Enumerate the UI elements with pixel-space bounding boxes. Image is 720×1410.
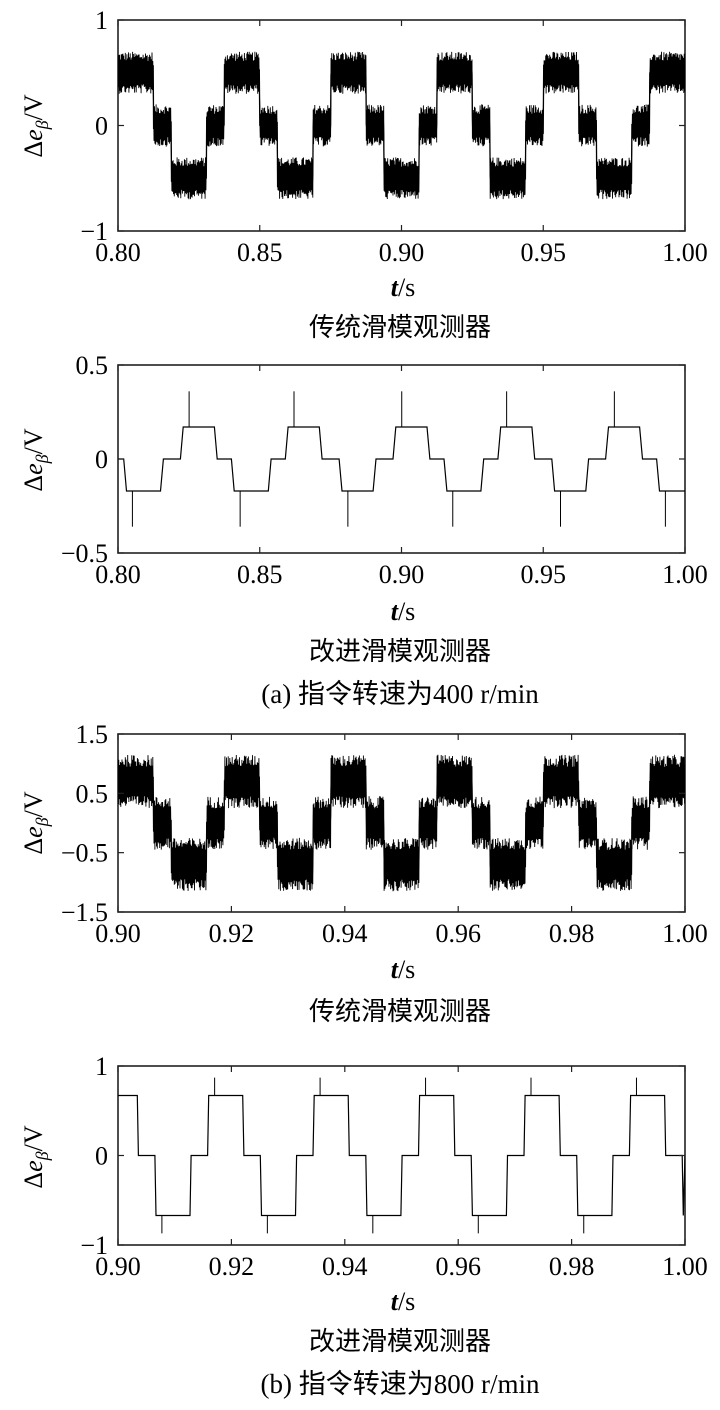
y-tick-labels: 1 0 −1 <box>80 1052 108 1260</box>
series-line-dense <box>118 63 685 188</box>
y-tick-label: 0.5 <box>76 779 109 808</box>
x-tick-labels: 0.90 0.92 0.94 0.96 0.98 1.00 <box>95 1252 708 1281</box>
y-axis-label: Δeβ/V <box>19 791 52 854</box>
x-tick-label: 0.96 <box>435 919 481 948</box>
x-tick-labels: 0.80 0.85 0.90 0.95 1.00 <box>95 238 708 267</box>
group-caption-b: (b) 指令转速为800 r/min <box>261 1369 540 1399</box>
chart-title: 改进滑模观测器 <box>309 1327 491 1356</box>
y-tick-label: 0.5 <box>76 351 109 380</box>
chart-panel-b-conventional: 0.90 0.92 0.94 0.96 0.98 1.00 1.50.5−0.5−1.5 … <box>19 720 708 1026</box>
x-tick-label: 0.98 <box>549 1252 595 1281</box>
x-tick-label: 0.96 <box>435 1252 481 1281</box>
y-axis-label: Δeβ/V <box>19 428 52 491</box>
x-tick-label: 0.85 <box>237 238 283 267</box>
y-tick-label: −0.5 <box>61 839 108 868</box>
tick-marks <box>117 19 686 232</box>
x-axis-label: t/s <box>391 273 416 302</box>
plot-frame <box>117 19 686 232</box>
series-marks <box>118 51 685 200</box>
chart-title: 传统滑模观测器 <box>309 313 491 342</box>
y-tick-label: 1 <box>95 6 108 35</box>
x-axis-label: t/s <box>391 1287 416 1316</box>
y-tick-label: 1 <box>95 1052 108 1081</box>
x-tick-label: 0.92 <box>209 1252 255 1281</box>
series-marks <box>118 1077 685 1234</box>
y-tick-label: −0.5 <box>61 539 108 568</box>
x-tick-label: 0.85 <box>237 560 283 589</box>
y-tick-labels: 0.5 0 −0.5 <box>61 351 108 568</box>
chart-panel-b-improved: 0.90 0.92 0.94 0.96 0.98 1.00 10−1 t/s Δeβ/V … <box>19 1052 708 1356</box>
x-tick-label: 0.92 <box>209 919 255 948</box>
chart-panel-a-improved: 0.80 0.85 0.90 0.95 1.00 0.50−0.5 t/s Δeβ/V … <box>19 351 708 666</box>
x-tick-label: 0.95 <box>521 560 567 589</box>
x-tick-label: 0.90 <box>95 919 141 948</box>
y-tick-label: −1 <box>80 1231 108 1260</box>
x-tick-label: 0.94 <box>322 919 368 948</box>
tick-marks <box>117 733 686 913</box>
series-marks <box>118 391 685 527</box>
x-tick-label: 1.00 <box>662 919 708 948</box>
chart-title: 传统滑模观测器 <box>309 997 491 1026</box>
y-axis-label: Δeβ/V <box>19 94 52 157</box>
group-caption-a: (a) 指令转速为400 r/min <box>261 679 539 709</box>
chart-panel-a-conventional: 0.80 0.85 0.90 0.95 1.00 1 0 −1 t/s Δeβ/V 传统滑模… <box>19 6 708 342</box>
x-tick-labels: 0.80 0.85 0.90 0.95 1.00 <box>95 560 708 589</box>
y-tick-label: 0 <box>95 1142 108 1171</box>
x-tick-label: 1.00 <box>662 1252 708 1281</box>
y-tick-label: −1.5 <box>61 898 108 927</box>
y-tick-label: 0 <box>95 445 108 474</box>
chart-title: 改进滑模观测器 <box>309 637 491 666</box>
series-line <box>118 426 685 492</box>
x-axis-label: t/s <box>391 597 416 626</box>
series-marks <box>118 754 685 892</box>
x-tick-label: 0.80 <box>95 560 141 589</box>
x-tick-label: 0.90 <box>95 1252 141 1281</box>
tick-marks <box>117 1065 686 1246</box>
y-tick-label: 1.5 <box>76 720 109 749</box>
tick-marks <box>117 364 686 554</box>
x-tick-label: 0.90 <box>379 560 425 589</box>
x-tick-label: 0.80 <box>95 238 141 267</box>
y-tick-labels: 1.5 0.5 −0.5 −1.5 <box>61 720 108 927</box>
x-tick-label: 0.98 <box>549 919 595 948</box>
x-tick-labels: 0.90 0.92 0.94 0.96 0.98 1.00 <box>95 919 708 948</box>
series-line-dense <box>118 769 685 877</box>
x-tick-label: 1.00 <box>662 560 708 589</box>
x-axis-label: t/s <box>391 955 416 984</box>
x-tick-label: 0.94 <box>322 1252 368 1281</box>
x-tick-label: 0.90 <box>379 238 425 267</box>
x-tick-label: 0.95 <box>521 238 567 267</box>
y-tick-label: 0 <box>95 112 108 141</box>
y-tick-label: −1 <box>80 217 108 246</box>
series-line <box>118 1094 685 1217</box>
y-axis-label: Δeβ/V <box>19 1125 52 1188</box>
x-tick-label: 1.00 <box>662 238 708 267</box>
y-tick-labels: 1 0 −1 <box>80 6 108 246</box>
